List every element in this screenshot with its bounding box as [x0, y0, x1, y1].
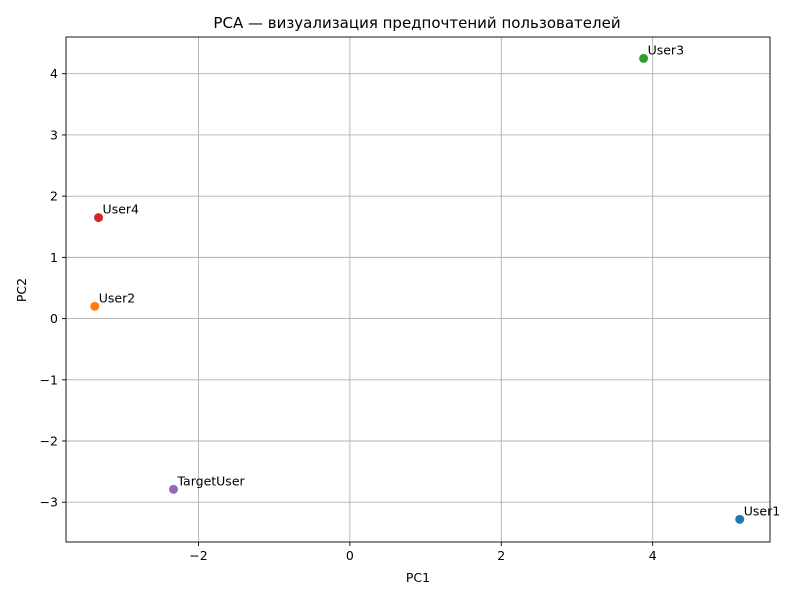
x-tick-label-1: 0 — [346, 548, 354, 563]
point-label-user4: User4 — [103, 202, 139, 217]
y-tick-label-4: 1 — [50, 250, 58, 265]
data-point-user4 — [94, 213, 104, 223]
x-tick-label-2: 2 — [497, 548, 505, 563]
y-axis-label: PC2 — [14, 278, 29, 302]
plot-frame — [65, 36, 771, 543]
y-tick-label-1: −2 — [40, 434, 58, 449]
x-tick-label-3: 4 — [649, 548, 657, 563]
grid — [66, 37, 770, 542]
y-tick-label-2: −1 — [40, 372, 58, 387]
data-point-user2 — [90, 301, 100, 311]
y-tick-label-6: 3 — [50, 127, 58, 142]
y-tick-label-5: 2 — [50, 189, 58, 204]
point-label-user3: User3 — [648, 42, 684, 57]
x-tick-label-0: −2 — [189, 548, 207, 563]
point-label-targetuser: TargetUser — [176, 473, 245, 488]
data-point-user1 — [735, 514, 745, 524]
chart-title: PCA — визуализация предпочтений пользова… — [213, 14, 620, 32]
y-tick-label-3: 0 — [50, 311, 58, 326]
x-axis-label: PC1 — [406, 570, 430, 585]
point-label-user2: User2 — [99, 290, 135, 305]
point-labels: User1 User2 User3 User4 TargetUser — [99, 42, 780, 518]
data-point-user3 — [639, 53, 649, 63]
axis-ticks: −2 0 2 4 −3 −2 −1 0 1 2 3 4 — [40, 66, 657, 563]
y-tick-label-7: 4 — [50, 66, 58, 81]
data-points — [90, 53, 745, 524]
point-label-user1: User1 — [744, 503, 780, 518]
y-tick-label-0: −3 — [40, 495, 58, 510]
data-point-targetuser — [168, 484, 178, 494]
